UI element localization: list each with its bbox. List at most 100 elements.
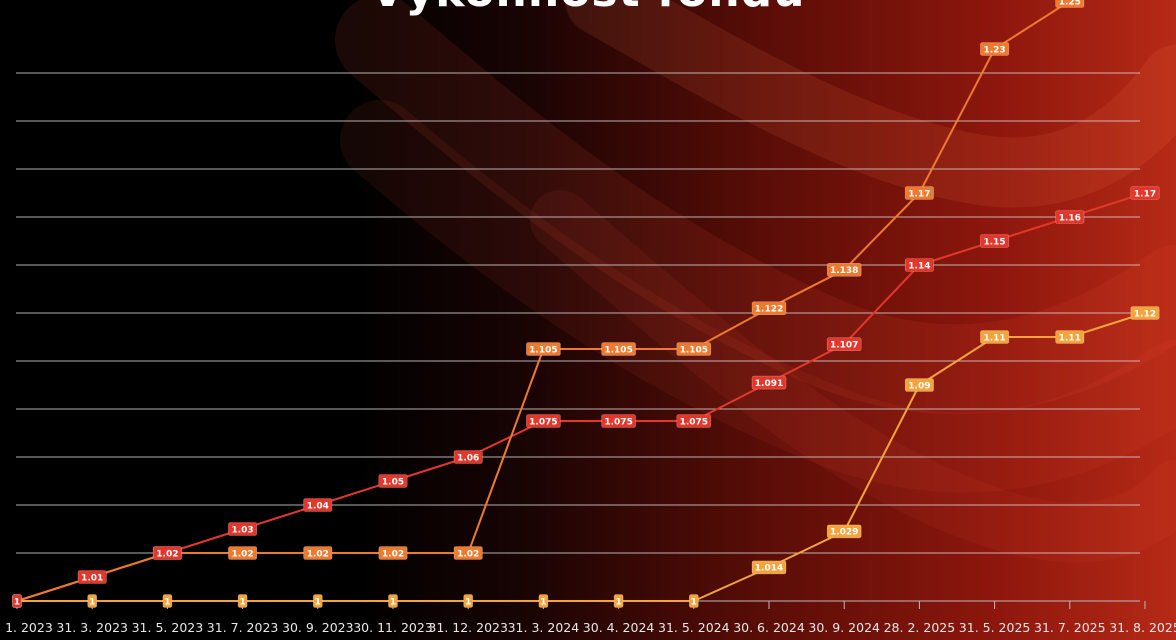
data-label-text: 1.04: [307, 501, 329, 511]
data-label-box: [751, 375, 787, 390]
data-label-box: [453, 546, 483, 560]
data-label-box: [601, 342, 636, 356]
data-label: 1.11: [1055, 330, 1085, 344]
data-label-text: 1.16: [1059, 213, 1081, 223]
data-label: 1.12: [1130, 306, 1160, 320]
data-label-text: 1: [14, 597, 20, 607]
data-label: 1.14: [904, 258, 934, 272]
data-label-text: 1: [315, 597, 321, 607]
data-label: 1.014: [751, 560, 787, 575]
data-label: 1.107: [826, 337, 862, 352]
data-label: 1: [312, 594, 323, 608]
data-label-text: 1.06: [457, 453, 479, 463]
chart-title: Výkonnost fondu: [0, 0, 1176, 17]
data-label: 1.02: [378, 546, 408, 560]
data-label-text: 1: [465, 597, 471, 607]
data-label-text: 1.105: [529, 345, 557, 355]
data-label-box: [904, 186, 934, 200]
data-label-box: [77, 570, 107, 584]
data-label: 1: [87, 594, 97, 608]
data-label-box: [1055, 210, 1085, 224]
data-label-text: 1.075: [604, 417, 632, 427]
data-label-text: 1: [540, 597, 546, 607]
data-label-box: [613, 594, 624, 608]
data-label-box: [312, 594, 323, 608]
data-label: 1.16: [1055, 210, 1085, 224]
data-label: 1.105: [526, 342, 561, 356]
data-label-box: [980, 42, 1010, 56]
data-label-box: [453, 450, 483, 464]
data-label-text: 1.25: [1059, 0, 1081, 7]
data-label-text: 1.02: [382, 549, 404, 559]
data-label-box: [980, 234, 1010, 248]
data-label-text: 1.05: [382, 477, 404, 487]
data-label-text: 1.029: [830, 528, 858, 538]
data-label: 1.17: [904, 186, 934, 200]
data-label-box: [162, 594, 173, 608]
x-tick-label: 31. 1. 2023: [0, 620, 53, 635]
x-tick-label: 28. 2. 2025: [884, 620, 956, 635]
x-tick-label: 30. 11. 2023: [353, 620, 433, 635]
data-label-box: [388, 594, 398, 608]
data-label-box: [228, 546, 258, 560]
data-label-box: [87, 594, 97, 608]
data-label-box: [12, 594, 22, 608]
data-label-box: [826, 337, 862, 352]
data-label-box: [303, 546, 333, 560]
data-label: 1.02: [228, 546, 258, 560]
data-label-text: 1.105: [604, 345, 632, 355]
data-label-box: [601, 414, 636, 428]
x-tick-label: 30. 9. 2023: [282, 620, 354, 635]
data-label: 1.04: [303, 498, 333, 512]
data-label: 1.02: [303, 546, 333, 560]
data-label-box: [1130, 186, 1160, 200]
data-label-box: [378, 546, 408, 560]
x-tick-label: 31. 7. 2023: [207, 620, 279, 635]
data-label-text: 1.03: [231, 525, 253, 535]
data-label-box: [751, 301, 787, 316]
data-label-text: 1: [691, 597, 697, 607]
x-tick-label: 31. 8. 2025: [1109, 620, 1176, 635]
data-label: 1: [237, 594, 248, 608]
data-label: 1.075: [676, 414, 712, 428]
x-tick-label: 31. 7. 2025: [1034, 620, 1106, 635]
data-label-box: [1055, 0, 1085, 8]
data-label-text: 1: [164, 597, 170, 607]
data-label-text: 1: [239, 597, 245, 607]
data-label-box: [1055, 330, 1085, 344]
data-label-box: [526, 342, 561, 356]
data-label: 1.02: [453, 546, 483, 560]
data-label-text: 1.02: [307, 549, 329, 559]
data-label-text: 1.02: [231, 549, 253, 559]
data-label-text: 1.15: [983, 237, 1005, 247]
data-label-text: 1.138: [830, 266, 858, 276]
data-label: 1.105: [676, 342, 712, 356]
data-label: 1.23: [980, 42, 1010, 56]
data-label-text: 1.091: [755, 379, 783, 389]
data-label-text: 1.107: [830, 341, 858, 351]
data-label-box: [826, 524, 862, 539]
data-label: 1: [162, 594, 173, 608]
data-label-text: 1.01: [81, 573, 103, 583]
data-label-text: 1: [615, 597, 621, 607]
data-label-box: [463, 594, 474, 608]
series-line: [16, 192, 1146, 602]
x-tick-label: 31. 5. 2025: [959, 620, 1031, 635]
data-label-text: 1: [89, 597, 95, 607]
data-label-text: 1.014: [755, 564, 783, 574]
data-label-text: 1.11: [983, 333, 1005, 343]
data-label: 1.17: [1130, 186, 1160, 200]
data-label: 1: [388, 594, 398, 608]
data-label-box: [237, 594, 248, 608]
data-label-box: [688, 594, 699, 608]
data-label-text: 1.17: [1134, 189, 1156, 199]
data-label-text: 1.02: [457, 549, 479, 559]
data-label: 1.15: [980, 234, 1010, 248]
x-tick-label: 30. 4. 2024: [583, 620, 655, 635]
data-label: 1.03: [228, 522, 258, 536]
data-label: 1.122: [751, 301, 787, 316]
data-label: 1.25: [1055, 0, 1085, 8]
data-label-box: [676, 342, 712, 356]
data-label: 1: [613, 594, 624, 608]
